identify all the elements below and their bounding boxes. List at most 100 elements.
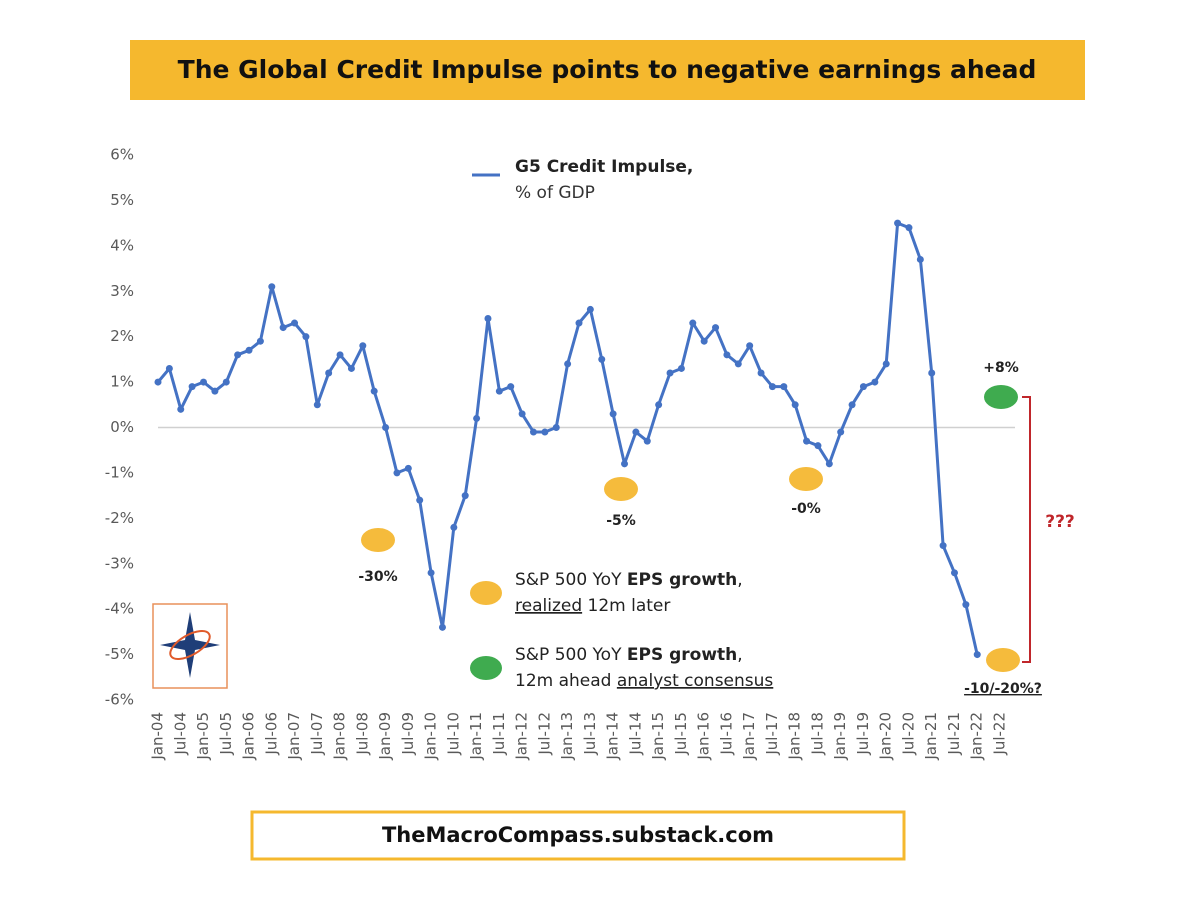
legend-text-part: EPS growth bbox=[627, 570, 737, 590]
question: ??? bbox=[1045, 512, 1075, 532]
legend-text-part: 12m ahead bbox=[515, 671, 617, 691]
eps-dot bbox=[789, 467, 823, 491]
legend-text-part: , bbox=[737, 645, 742, 665]
point bbox=[552, 424, 560, 431]
point bbox=[837, 428, 845, 436]
point bbox=[222, 378, 230, 386]
x-tick-label: Jul-12 bbox=[535, 712, 553, 756]
y-tick-label: 1% bbox=[110, 373, 134, 391]
point bbox=[586, 305, 594, 313]
legend-text-part: EPS growth bbox=[627, 645, 737, 665]
title-box bbox=[130, 40, 1085, 100]
eps-label: -30% bbox=[358, 569, 397, 585]
x-tick-label: Jan-17 bbox=[740, 712, 758, 761]
point bbox=[962, 601, 970, 609]
x-tick-label: Jul-04 bbox=[171, 712, 189, 756]
point bbox=[404, 464, 412, 472]
y-tick-label: -6% bbox=[105, 691, 134, 709]
x-tick-label: Jan-07 bbox=[285, 712, 303, 761]
x-tick-label: Jul-21 bbox=[945, 712, 963, 756]
legend-text: S&P 500 YoY EPS growth, bbox=[515, 570, 743, 590]
point bbox=[347, 364, 355, 372]
point bbox=[666, 369, 674, 377]
y-tick-label: -1% bbox=[105, 463, 134, 481]
point bbox=[768, 383, 776, 391]
eps-dot bbox=[986, 648, 1020, 672]
logo-star bbox=[160, 612, 220, 678]
point bbox=[928, 369, 936, 377]
point bbox=[313, 401, 321, 409]
point bbox=[939, 542, 947, 550]
x-tick-label: Jul-15 bbox=[672, 712, 690, 756]
legend-dot bbox=[470, 656, 502, 680]
point bbox=[609, 410, 617, 418]
point bbox=[234, 351, 242, 359]
point bbox=[541, 428, 549, 436]
logo-ring bbox=[169, 630, 211, 660]
x-tick-label: Jan-20 bbox=[877, 712, 895, 761]
x-tick-label: Jan-21 bbox=[922, 712, 940, 761]
point bbox=[791, 401, 799, 409]
point bbox=[598, 355, 606, 363]
point bbox=[859, 383, 867, 391]
point bbox=[757, 369, 765, 377]
point bbox=[393, 469, 401, 477]
x-tick-label: Jan-06 bbox=[240, 712, 258, 761]
point bbox=[734, 360, 742, 368]
logo bbox=[152, 603, 228, 689]
eps-label: -10/-20%? bbox=[964, 681, 1042, 697]
x-tick-label: Jan-10 bbox=[422, 712, 440, 761]
point bbox=[302, 333, 310, 341]
point bbox=[200, 378, 208, 386]
legend-text: 12m ahead analyst consensus bbox=[515, 671, 773, 691]
point bbox=[416, 496, 424, 504]
point bbox=[564, 360, 572, 368]
x-tick-label: Jul-10 bbox=[444, 712, 462, 756]
point bbox=[336, 351, 344, 359]
point bbox=[325, 369, 333, 377]
legend-text-part: analyst consensus bbox=[617, 671, 774, 691]
point bbox=[950, 569, 958, 577]
y-tick-label: 2% bbox=[110, 327, 134, 345]
x-tick-label: Jul-07 bbox=[308, 712, 326, 756]
legend-note: % of GDP bbox=[515, 183, 595, 203]
point bbox=[894, 219, 902, 227]
y-tick-label: 6% bbox=[110, 146, 134, 164]
point bbox=[905, 224, 913, 232]
point bbox=[154, 378, 162, 386]
point bbox=[712, 324, 720, 332]
y-tick-label: -2% bbox=[105, 509, 134, 527]
x-tick-label: Jul-08 bbox=[353, 712, 371, 756]
point bbox=[450, 523, 458, 531]
x-tick-label: Jan-05 bbox=[194, 712, 212, 761]
point bbox=[507, 383, 515, 391]
point bbox=[461, 492, 469, 500]
x-tick-label: Jan-16 bbox=[695, 712, 713, 761]
point bbox=[188, 383, 196, 391]
point bbox=[621, 460, 629, 468]
point bbox=[848, 401, 856, 409]
x-tick-label: Jan-08 bbox=[331, 712, 349, 761]
point bbox=[177, 405, 185, 413]
point bbox=[495, 387, 503, 395]
legend-text: realized 12m later bbox=[515, 596, 670, 616]
point bbox=[473, 414, 481, 422]
point bbox=[382, 424, 390, 431]
point bbox=[973, 651, 981, 659]
x-tick-label: Jul-11 bbox=[490, 712, 508, 756]
point bbox=[632, 428, 640, 436]
point bbox=[746, 342, 754, 350]
eps-label: +8% bbox=[983, 360, 1019, 376]
point bbox=[677, 364, 685, 372]
y-tick-label: 4% bbox=[110, 236, 134, 254]
x-tick-label: Jan-13 bbox=[558, 712, 576, 761]
point bbox=[268, 283, 276, 291]
legend-label: G5 Credit Impulse, bbox=[515, 157, 693, 177]
legend-text-part: , bbox=[737, 570, 742, 590]
point bbox=[256, 337, 264, 345]
point bbox=[803, 437, 811, 445]
x-tick-label: Jan-11 bbox=[467, 712, 485, 761]
legend-text: S&P 500 YoY EPS growth, bbox=[515, 645, 743, 665]
x-tick-label: Jul-19 bbox=[854, 712, 872, 756]
